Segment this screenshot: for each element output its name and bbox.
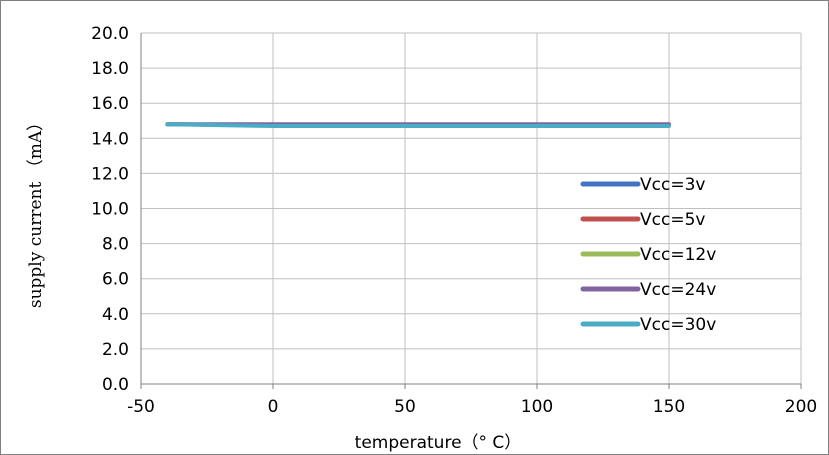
legend-label: Vcc=12v bbox=[640, 245, 716, 265]
legend-label: Vcc=3v bbox=[640, 175, 705, 195]
x-tick-label: 200 bbox=[785, 397, 817, 417]
y-tick-label: 18.0 bbox=[91, 59, 129, 79]
y-tick-label: 8.0 bbox=[102, 235, 129, 255]
y-tick-label: 20.0 bbox=[91, 24, 129, 44]
axes bbox=[140, 33, 802, 389]
x-tick-label: 100 bbox=[521, 397, 553, 417]
y-axis-title: supply current （mA） bbox=[26, 114, 46, 308]
y-tick-label: 16.0 bbox=[91, 94, 129, 114]
legend-label: Vcc=24v bbox=[640, 280, 716, 300]
x-tick-label: -50 bbox=[127, 397, 155, 417]
x-tick-label: 0 bbox=[268, 397, 279, 417]
legend-label: Vcc=5v bbox=[640, 210, 705, 230]
y-tick-label: 12.0 bbox=[91, 164, 129, 184]
y-tick-label: 6.0 bbox=[102, 270, 129, 290]
y-tick-label: 4.0 bbox=[102, 305, 129, 325]
y-tick-label: 14.0 bbox=[91, 129, 129, 149]
series-line-vcc-30v bbox=[165, 122, 671, 129]
y-tick-label: 10.0 bbox=[91, 200, 129, 220]
legend: Vcc=3v Vcc=5v Vcc=12v Vcc=24v Vcc=30v bbox=[580, 175, 716, 335]
y-tick-label: 0.0 bbox=[102, 375, 129, 395]
x-tick-label: 50 bbox=[394, 397, 416, 417]
y-tick-label: 2.0 bbox=[102, 340, 129, 360]
tick-labels: 0.0 2.0 4.0 6.0 8.0 10.0 12.0 14.0 16.0 18.0 20.0 -… bbox=[91, 24, 817, 417]
x-tick-label: 150 bbox=[653, 397, 685, 417]
series-lines bbox=[165, 122, 671, 129]
x-axis-title: temperature（° C） bbox=[355, 433, 522, 453]
legend-label: Vcc=30v bbox=[640, 315, 716, 335]
